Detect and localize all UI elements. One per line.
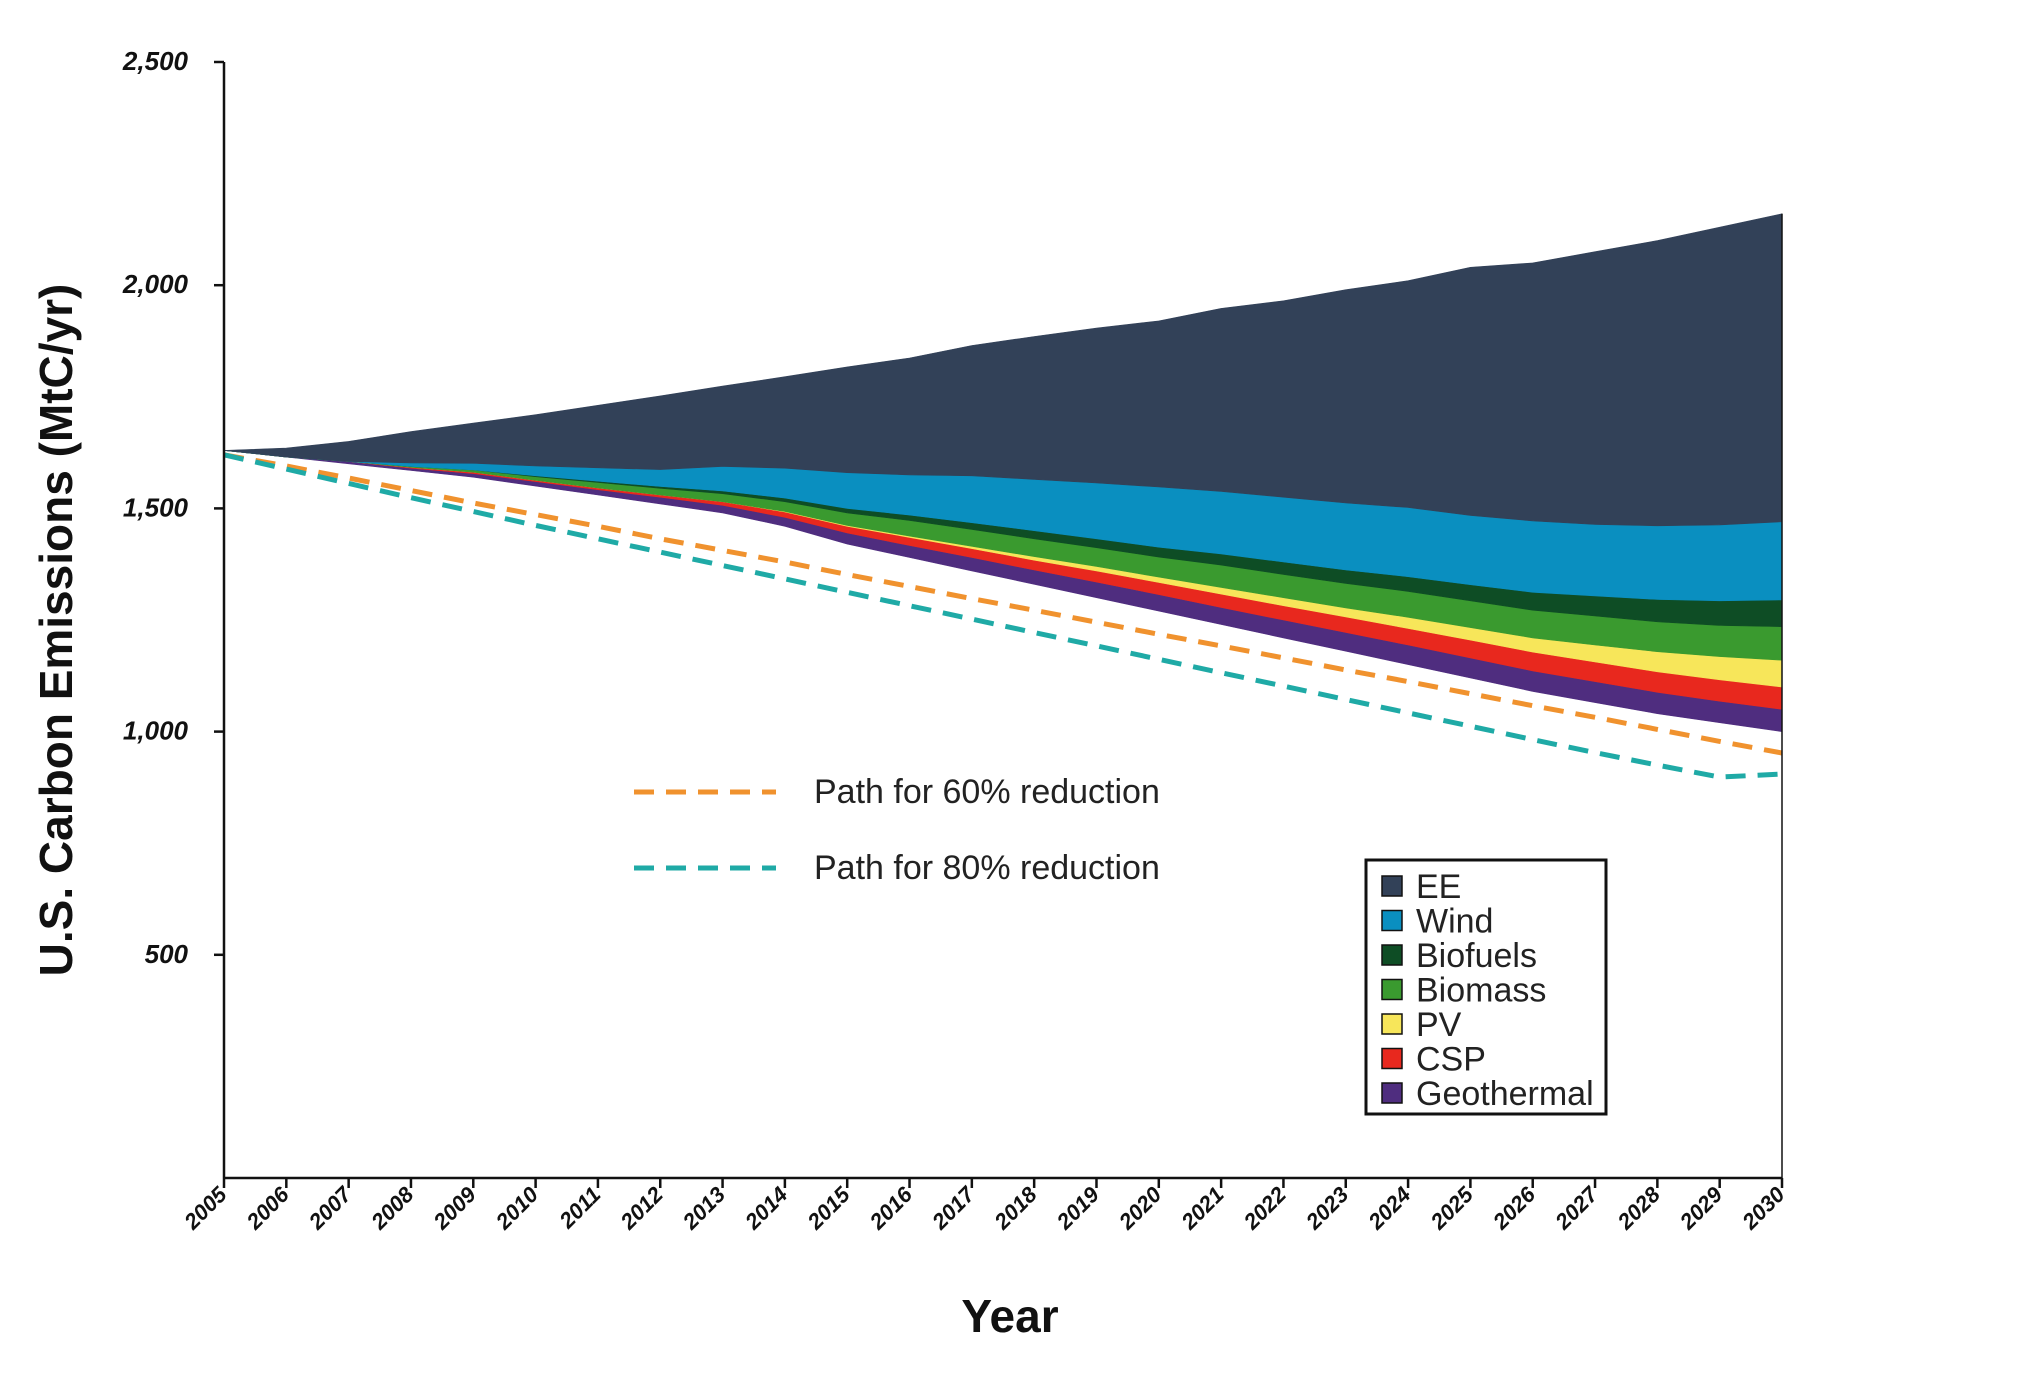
legend-box (1364, 858, 1608, 1116)
x-tick-label: 2018 (989, 1181, 1043, 1235)
x-tick-label: 2007 (303, 1181, 357, 1235)
x-tick-label: 2028 (1612, 1181, 1666, 1235)
path-legend-label: Path for 60% reduction (814, 773, 1160, 811)
y-tick-label: 1,000 (123, 716, 189, 746)
x-tick-label: 2009 (428, 1181, 482, 1235)
x-tick-label: 2030 (1737, 1181, 1791, 1235)
x-tick-label: 2014 (739, 1182, 792, 1235)
x-tick-label: 2006 (241, 1181, 295, 1235)
legend-swatch (1381, 1013, 1403, 1035)
reduction-paths (223, 452, 1783, 780)
x-ticks: 2005 2006 2007 2008 2009 2010 2011 2012 2013 2014… (179, 1178, 1791, 1235)
x-tick-label: 2013 (677, 1182, 730, 1235)
x-tick-label: 2008 (365, 1181, 419, 1235)
y-tick-label: 2,500 (122, 46, 189, 76)
legend-label: PV (1416, 1006, 1462, 1044)
legend-label: EE (1416, 868, 1461, 906)
legend-swatch (1381, 909, 1403, 932)
x-tick-label: 2012 (615, 1181, 669, 1235)
x-tick-label: 2024 (1363, 1182, 1416, 1235)
x-tick-label: 2020 (1113, 1181, 1167, 1235)
x-tick-label: 2026 (1487, 1181, 1541, 1235)
x-tick-label: 2016 (864, 1181, 918, 1235)
x-tick-label: 2011 (554, 1182, 606, 1234)
y-ticks: 500 1,000 1,500 2,000 2,500 (122, 46, 224, 969)
path-legend: Path for 60% reduction Path for 80% reduc… (634, 773, 1160, 887)
path-legend-label: Path for 80% reduction (814, 849, 1160, 887)
x-tick-label: 2029 (1674, 1181, 1728, 1235)
x-tick-label: 2005 (179, 1181, 233, 1235)
x-tick-label: 2023 (1300, 1182, 1353, 1235)
stacked-areas (223, 213, 1783, 732)
x-tick-label: 2010 (490, 1181, 544, 1235)
axes (222, 62, 1783, 1180)
y-axis-title: U.S. Carbon Emissions (MtC/yr) (30, 284, 82, 977)
x-axis-title: Year (961, 1290, 1058, 1342)
x-tick-label: 2019 (1051, 1181, 1105, 1235)
legend-label: CSP (1416, 1041, 1486, 1079)
reduction-path-60 (223, 452, 1783, 756)
legend-swatch (1381, 875, 1403, 897)
legend-swatch (1381, 978, 1403, 1001)
y-tick-label: 500 (145, 939, 189, 969)
legend-swatch (1381, 1082, 1403, 1104)
x-tick-label: 2021 (1176, 1182, 1229, 1235)
x-tick-label: 2025 (1425, 1181, 1479, 1235)
reduction-path-80 (223, 452, 1783, 780)
x-tick-label: 2027 (1550, 1181, 1604, 1235)
legend-label: Biofuels (1416, 937, 1537, 975)
x-tick-label: 2015 (802, 1181, 856, 1235)
legend-label: Wind (1416, 903, 1493, 941)
legend-label: Biomass (1416, 972, 1546, 1010)
x-tick-label: 2022 (1238, 1181, 1292, 1235)
x-tick-label: 2017 (926, 1181, 980, 1235)
legend-swatch (1381, 944, 1403, 966)
y-tick-label: 2,000 (122, 269, 189, 299)
y-tick-label: 1,500 (123, 492, 189, 522)
legend-swatch (1381, 1047, 1403, 1070)
legend-label: Geothermal (1416, 1075, 1594, 1113)
